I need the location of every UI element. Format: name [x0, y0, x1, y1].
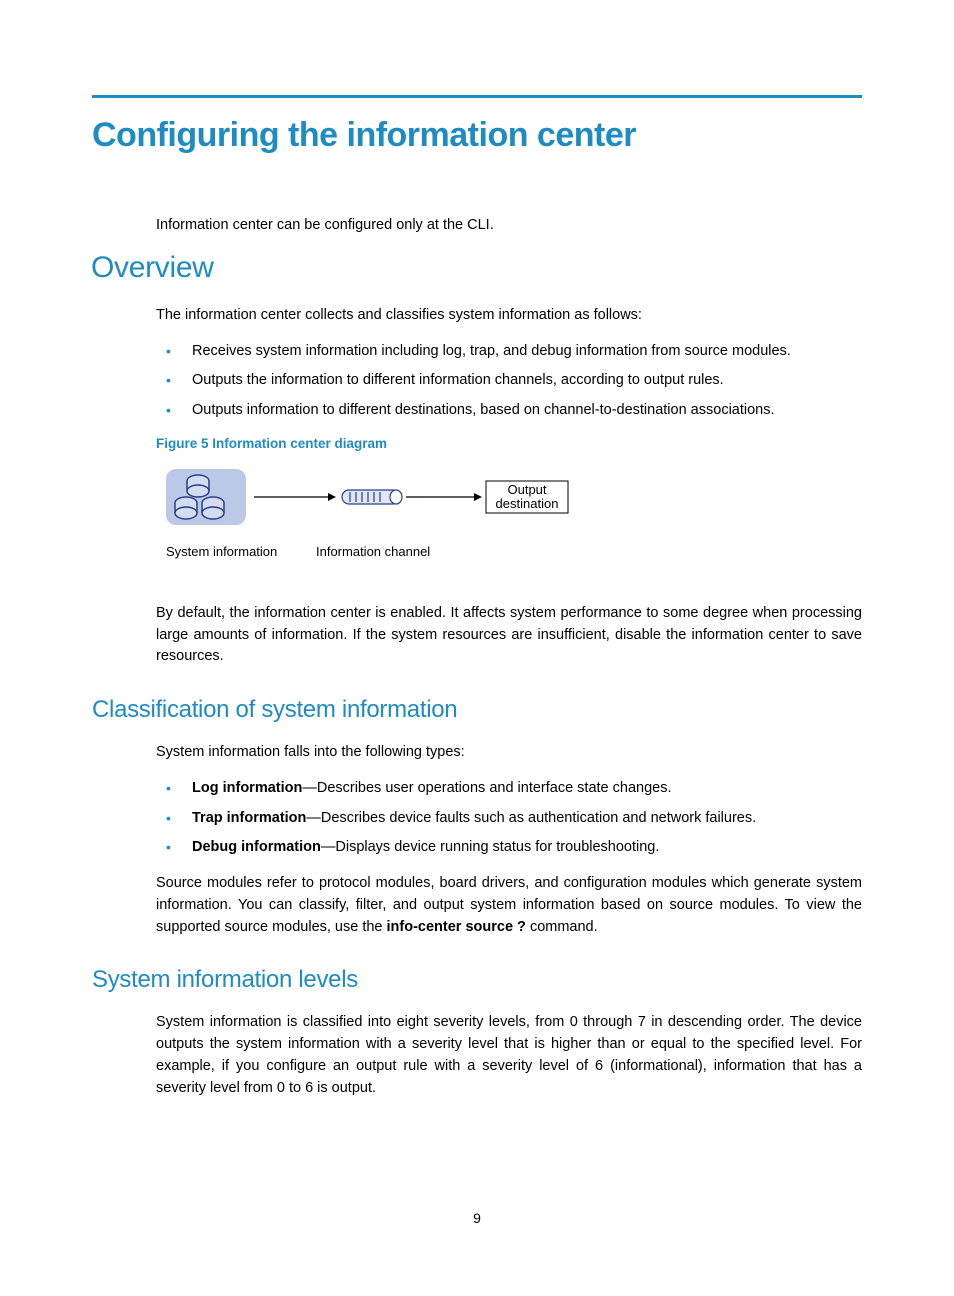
list-item: Trap information—Describes device faults…	[156, 808, 862, 830]
classification-section: Classification of system information Sys…	[92, 696, 862, 938]
list-item: Debug information—Displays device runnin…	[156, 837, 862, 859]
levels-section: System information levels System informa…	[92, 966, 862, 1099]
desc: —Displays device running status for trou…	[321, 839, 660, 855]
overview-section: Overview The information center collects…	[92, 251, 862, 668]
levels-body: System information is classified into ei…	[156, 1012, 862, 1099]
list-item: Outputs the information to different inf…	[156, 370, 862, 392]
desc: —Describes user operations and interface…	[302, 780, 671, 796]
overview-after-diagram: By default, the information center is en…	[156, 603, 862, 668]
diagram-output-label2: destination	[496, 496, 559, 511]
term: Log information	[192, 780, 302, 796]
list-item: Receives system information including lo…	[156, 341, 862, 363]
overview-lead: The information center collects and clas…	[156, 305, 862, 327]
list-item: Outputs information to different destina…	[156, 400, 862, 422]
figure-caption: Figure 5 Information center diagram	[156, 436, 862, 451]
top-rule	[92, 95, 862, 98]
desc: —Describes device faults such as authent…	[306, 810, 756, 826]
overview-bullets: Receives system information including lo…	[156, 341, 862, 422]
classification-lead: System information falls into the follow…	[156, 742, 862, 764]
levels-heading: System information levels	[92, 966, 862, 994]
intro-text: Information center can be configured onl…	[156, 215, 862, 237]
diagram-channel-label: Information channel	[316, 544, 430, 559]
term: Debug information	[192, 839, 321, 855]
page-title: Configuring the information center	[92, 116, 862, 155]
classification-bullets: Log information—Describes user operation…	[156, 778, 862, 859]
term: Trap information	[192, 810, 306, 826]
after-part2: command.	[526, 919, 598, 935]
info-center-diagram: Output destination System information In…	[156, 461, 862, 571]
channel-icon	[342, 490, 402, 504]
list-item: Log information—Describes user operation…	[156, 778, 862, 800]
classification-heading: Classification of system information	[92, 696, 862, 724]
page-number: 9	[0, 1210, 954, 1226]
command-text: info-center source ?	[387, 919, 526, 935]
diagram-sysinfo-label: System information	[166, 544, 277, 559]
overview-heading: Overview	[91, 251, 862, 285]
diagram-output-label1: Output	[507, 482, 546, 497]
diagram-svg: Output destination System information In…	[156, 461, 576, 566]
classification-after: Source modules refer to protocol modules…	[156, 873, 862, 938]
